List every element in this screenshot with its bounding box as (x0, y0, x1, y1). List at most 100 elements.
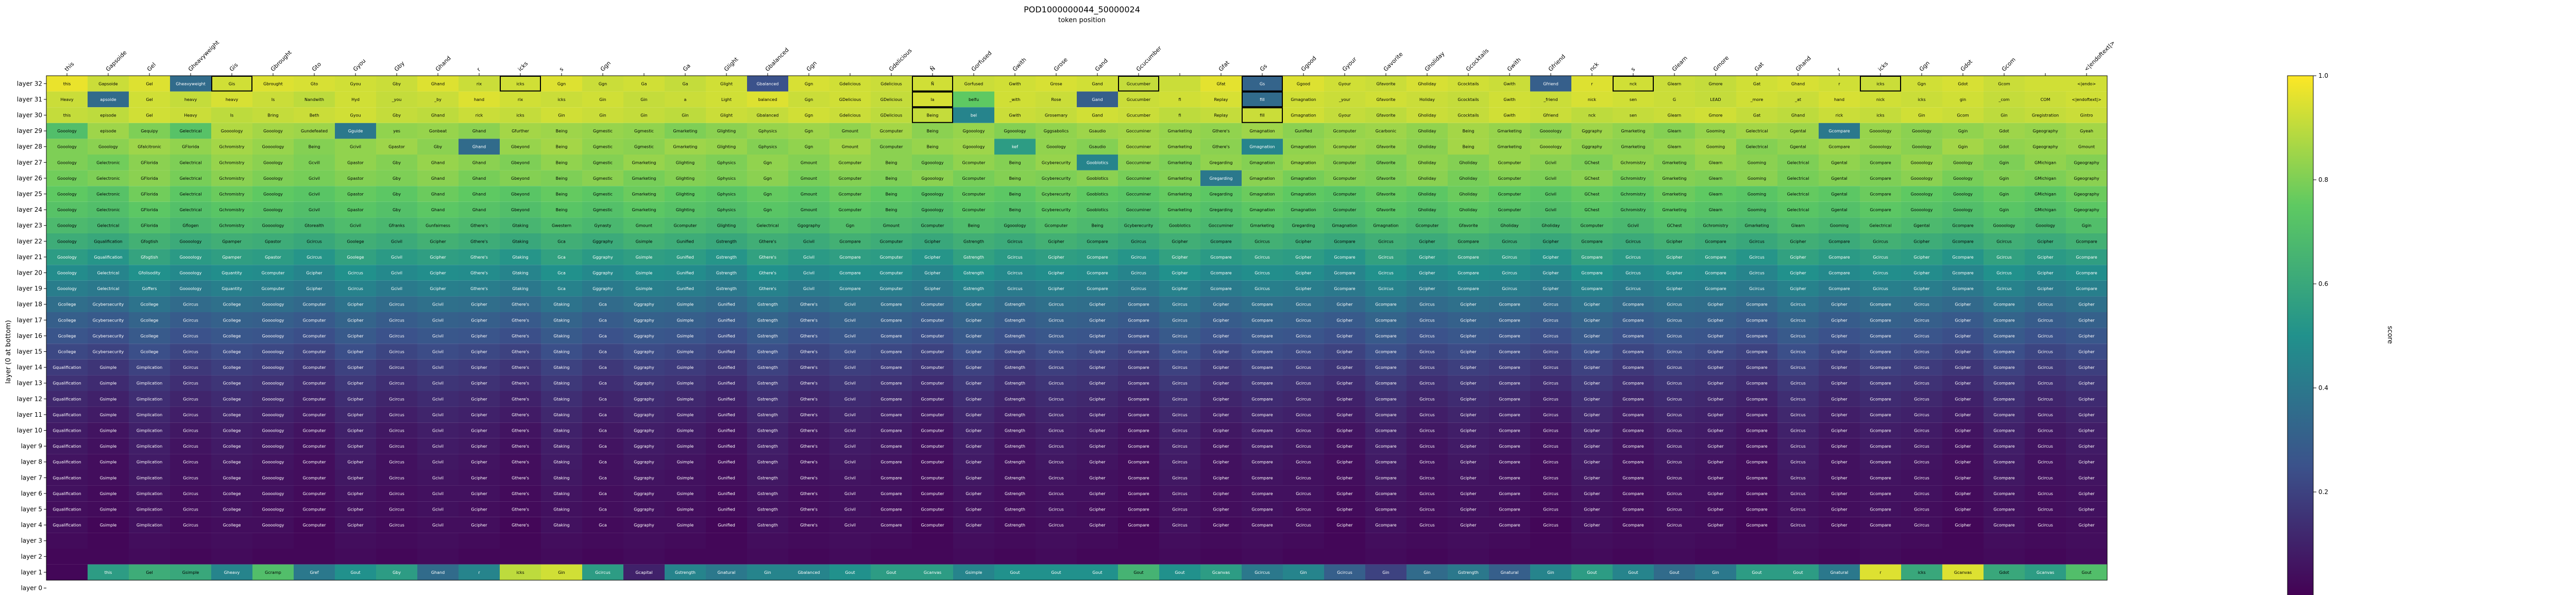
cell-label: Gcircus (2038, 523, 2053, 528)
cell-label: Gcircus (1255, 239, 1270, 244)
cell-label: Gchromistry (219, 224, 244, 228)
heatmap-cell (1406, 217, 1448, 233)
cell-label: Gcollege (141, 302, 159, 307)
cell-label: Gcompare (1828, 255, 1850, 260)
cell-label: Gcompare (1746, 507, 1767, 512)
cell-label: Gout (1628, 570, 1638, 575)
heatmap-cell (1036, 265, 1077, 281)
cell-label: Gcompare (1870, 160, 1891, 165)
heatmap-cell (829, 186, 871, 202)
heatmap-cell (871, 217, 912, 233)
cell-label: Gimplication (137, 491, 162, 496)
cell-label: Grose (1050, 81, 1062, 86)
cell-label: Gcircus (1667, 381, 1682, 386)
cell-label: Gcircus (183, 507, 198, 512)
heatmap-cell (788, 155, 829, 171)
heatmap-cell (211, 123, 252, 139)
cell-label: Gel (146, 570, 152, 575)
heatmap-cell (706, 249, 747, 265)
cell-label: Gcompare (1993, 491, 2014, 496)
cell-label: Gcomputer (1498, 192, 1521, 197)
cell-label: Gcompare (1128, 444, 1149, 449)
heatmap-cell (335, 533, 376, 549)
cell-label: Being (927, 113, 939, 118)
cell-label: Gcipher (1089, 429, 1106, 433)
cell-label: Gand (1092, 81, 1103, 86)
cell-label: Gcipher (1213, 523, 1229, 528)
cell-label: Gsimple (100, 460, 117, 465)
cell-label: Gcompare (1458, 239, 1479, 244)
cell-label: Gcircus (1419, 475, 1435, 480)
cell-label: _with (1009, 97, 1021, 102)
colorbar-label: score (2386, 326, 2394, 344)
heatmap-cell (747, 217, 788, 233)
cell-label: Goooology (1993, 224, 2015, 228)
x-tick-label: Gat (1753, 61, 1766, 73)
cell-label: nick (1876, 97, 1885, 102)
cell-label: Nandwith (304, 97, 324, 102)
cell-label: Gcompare (1622, 334, 1643, 338)
heatmap-cell (1324, 155, 1365, 171)
cell-label: Gmore (1709, 81, 1723, 86)
cell-label: Gcipher (430, 239, 446, 244)
cell-label: Gcircus (1873, 255, 1888, 260)
cell-label: Gca (599, 334, 607, 338)
cell-label: Ggental (1790, 145, 1806, 149)
cell-label: GFlorida (182, 145, 199, 149)
heatmap-cell (623, 217, 665, 233)
heatmap-cell (912, 233, 953, 249)
cell-label: Gcipher (1707, 350, 1724, 354)
cell-label: Gunified (718, 365, 735, 370)
cell-label: Gcircus (2038, 302, 2053, 307)
cell-label: Gcircus (1667, 397, 1682, 401)
heatmap-cell (1118, 549, 1159, 565)
heatmap-cell (500, 76, 541, 92)
cell-label: Gcipher (347, 523, 364, 528)
cell-label: Gat (1753, 113, 1760, 118)
cell-label: Gtaking (512, 255, 528, 260)
heatmap-cell (1448, 170, 1489, 186)
cell-label: Gcipher (347, 365, 364, 370)
cell-label: Gooming (1706, 145, 1725, 149)
cell-label: Gcircus (183, 460, 198, 465)
cell-label: Gcompare (1375, 413, 1396, 417)
heatmap-cell (252, 107, 294, 123)
heatmap-cell (953, 123, 994, 139)
heatmap-cell (994, 186, 1036, 202)
cell-label: Gcipher (1707, 444, 1724, 449)
cell-label: Gimplication (137, 365, 162, 370)
heatmap-cell (459, 186, 500, 202)
heatmap-cell (665, 76, 706, 92)
cell-label: Gelectrical (1746, 145, 1768, 149)
cell-label: Gcipher (2078, 523, 2095, 528)
heatmap-cell (1365, 155, 1406, 171)
cell-label: _com (1998, 97, 2009, 102)
heatmap-cell (1942, 186, 1984, 202)
cell-label: Gcircus (1543, 429, 1558, 433)
cell-label: Gcompare (1828, 145, 1850, 149)
cell-label: Gfavorite (1376, 176, 1395, 181)
heatmap-cell (747, 186, 788, 202)
cell-label: Ghand (1791, 81, 1805, 86)
heatmap-cell (1242, 533, 1283, 549)
heatmap-cell (1901, 170, 1942, 186)
cell-label: Gcircus (389, 491, 404, 496)
cell-label: Gmore (1709, 113, 1723, 118)
x-tick-label: Gs (1259, 63, 1268, 73)
cell-label: Gcivil (350, 145, 361, 149)
cell-label: Gcomputer (921, 334, 944, 338)
cell-label: Gcircus (1543, 381, 1558, 386)
heatmap-cell (46, 186, 88, 202)
cell-label: Gcipher (1955, 475, 1971, 480)
heatmap-cell (211, 170, 252, 186)
cell-label: Gtorealth (304, 224, 324, 228)
heatmap-cell (1819, 217, 1860, 233)
heatmap-cell (46, 91, 88, 108)
cell-label: Goooology (1911, 176, 1933, 181)
cell-label: Gcircus (1296, 460, 1311, 465)
heatmap-cell (1200, 139, 1242, 155)
heatmap-cell (170, 186, 211, 202)
heatmap-cell (2066, 139, 2107, 155)
cell-label: Goooology (262, 491, 284, 496)
cell-label: Gcompare (1993, 302, 2014, 307)
